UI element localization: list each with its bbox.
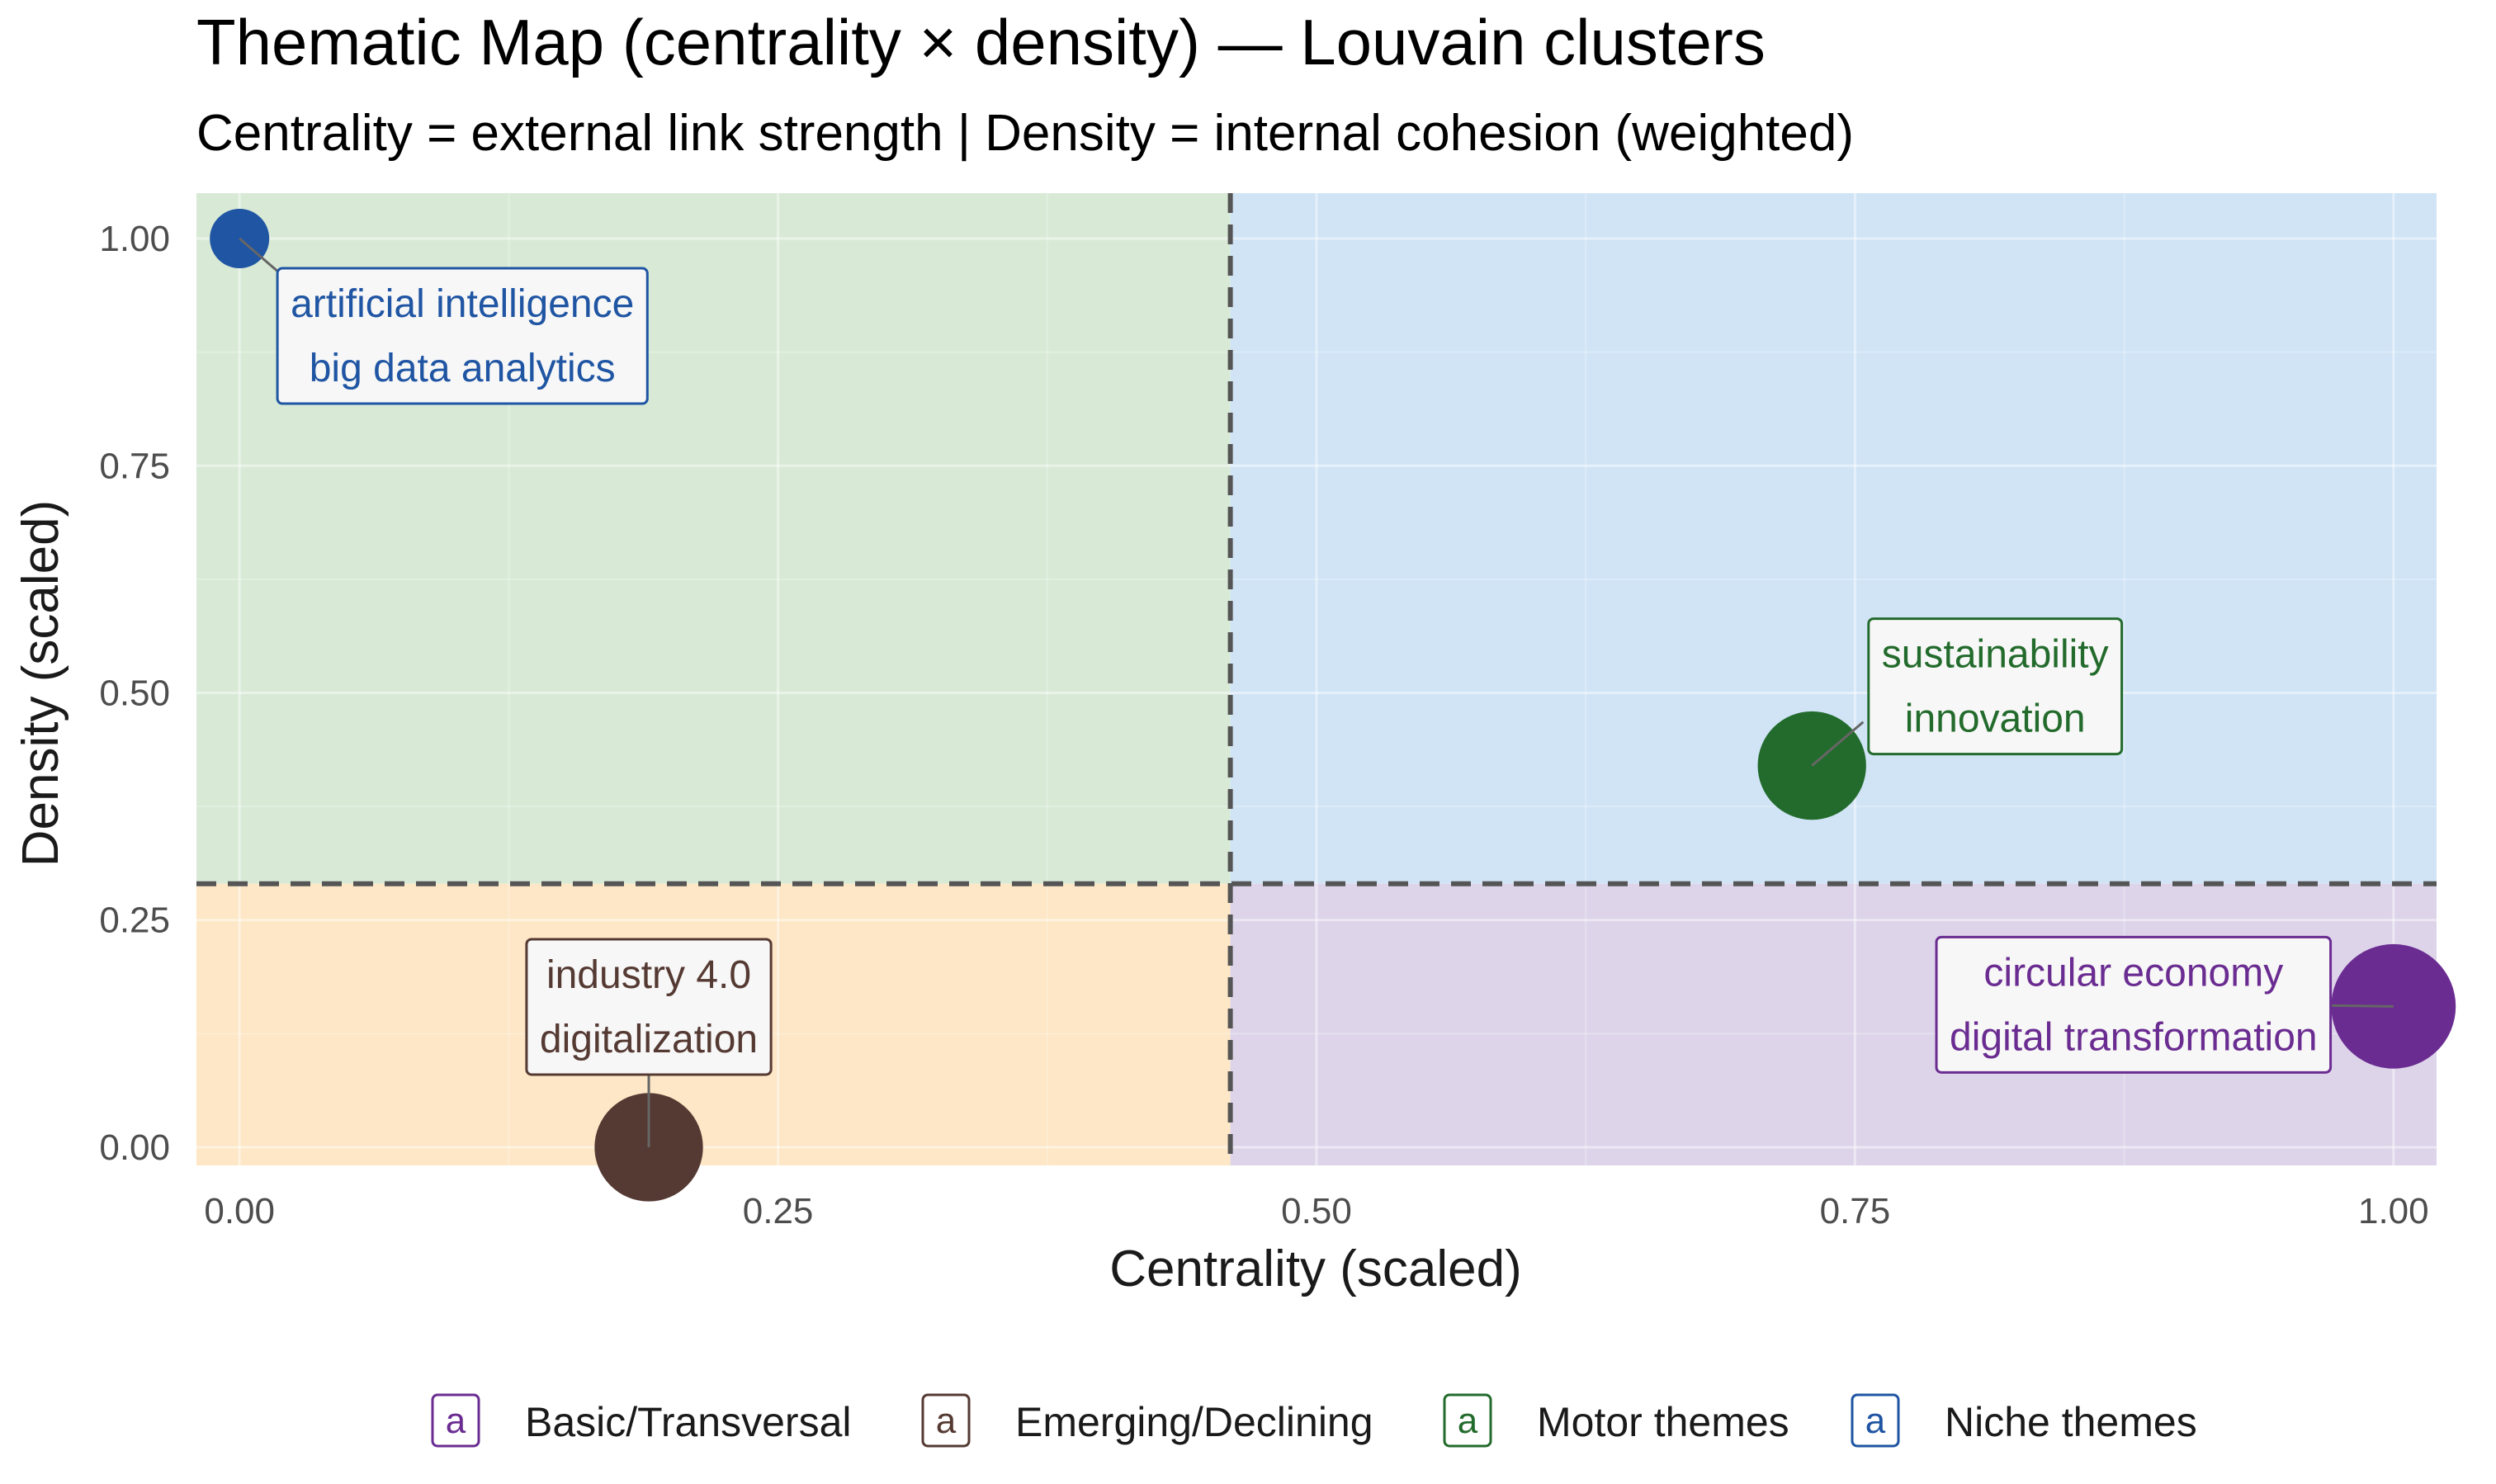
y-axis-title: Density (scaled)	[12, 500, 69, 867]
y-tick-label: 1.00	[99, 219, 170, 259]
legend-item: a Motor themes	[1443, 1393, 1789, 1448]
legend-item: a Basic/Transversal	[431, 1393, 851, 1448]
y-tick-label: 0.75	[99, 446, 170, 486]
point-label-box	[525, 938, 773, 1076]
y-axis-ticks: 0.00 0.25 0.50 0.75 1.00	[99, 219, 170, 1168]
legend-label: Motor themes	[1537, 1399, 1789, 1445]
legend-item: a Niche themes	[1851, 1393, 2197, 1448]
point-label-line: digitalization	[540, 1018, 758, 1061]
point-label-line: digital transformation	[1950, 1015, 2318, 1059]
point-labels: artificial intelligence big data analytic…	[239, 237, 2394, 1147]
point-label-line: big data analytics	[310, 347, 616, 390]
point-label: artificial intelligence big data analytic…	[239, 237, 649, 405]
x-tick-label: 1.00	[2358, 1191, 2429, 1231]
point-label-line: artificial intelligence	[291, 282, 634, 326]
y-tick-label: 0.25	[99, 900, 170, 941]
x-tick-label: 0.00	[204, 1191, 275, 1231]
point-label-line: circular economy	[1983, 951, 2283, 995]
legend-key-glyph: a	[446, 1401, 466, 1441]
legend: a Basic/Transversal a Emerging/Declining a Mo…	[431, 1393, 2197, 1448]
point-label-box	[276, 267, 649, 405]
point-label: sustainability innovation	[1811, 617, 2124, 767]
point-label: industry 4.0 digitalization	[525, 938, 773, 1147]
legend-label: Niche themes	[1945, 1399, 2197, 1445]
label-leader-line	[1811, 721, 1865, 767]
legend-key	[1443, 1393, 1492, 1448]
legend-key-glyph: a	[1865, 1401, 1886, 1441]
chart-subtitle: Centrality = external link strength | De…	[196, 105, 1854, 162]
x-axis-title: Centrality (scaled)	[1109, 1241, 1522, 1297]
chart-title: Thematic Map (centrality × density) — Lo…	[196, 6, 1766, 78]
point-label-box	[1935, 935, 2333, 1074]
legend-item: a Emerging/Declining	[921, 1393, 1373, 1448]
threshold-lines	[196, 193, 2437, 1165]
point-label-line: innovation	[1905, 697, 2086, 741]
legend-key-glyph: a	[1458, 1401, 1478, 1441]
point-label-line: industry 4.0	[546, 953, 751, 997]
y-tick-label: 0.50	[99, 673, 170, 714]
x-tick-label: 0.50	[1281, 1191, 1352, 1231]
y-tick-label: 0.00	[99, 1127, 170, 1168]
quadrant-backgrounds	[196, 193, 2437, 1165]
legend-key	[921, 1393, 971, 1448]
legend-key	[1851, 1393, 1900, 1448]
x-tick-label: 0.25	[743, 1191, 814, 1231]
point-label: circular economy digital transformation	[1935, 935, 2394, 1074]
label-leader-line	[2328, 1004, 2394, 1008]
legend-label: Emerging/Declining	[1015, 1399, 1373, 1445]
plot-area: artificial intelligence big data analytic…	[196, 193, 2456, 1202]
legend-key	[431, 1393, 480, 1448]
legend-key-glyph: a	[936, 1401, 957, 1441]
legend-label: Basic/Transversal	[525, 1399, 851, 1445]
x-tick-label: 0.75	[1820, 1191, 1891, 1231]
x-axis-ticks: 0.00 0.25 0.50 0.75 1.00	[204, 1191, 2428, 1231]
point-label-box	[1867, 617, 2124, 756]
point-label-line: sustainability	[1882, 633, 2109, 677]
